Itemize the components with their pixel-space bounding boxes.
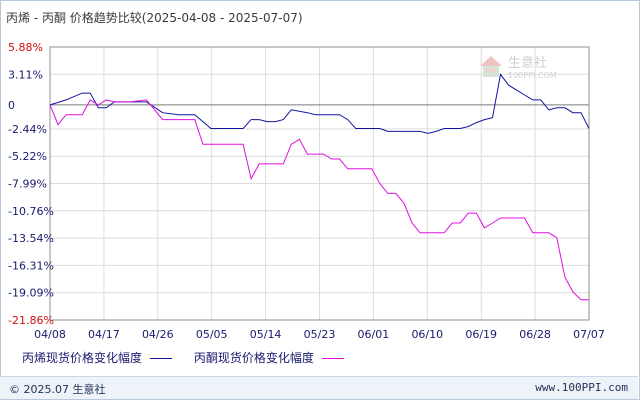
y-tick-label: -2.44% <box>8 123 47 136</box>
series-layer <box>49 73 590 301</box>
axis-layer <box>49 46 590 321</box>
series-line-propylene <box>49 73 590 134</box>
watermark-text: 生意社 <box>508 55 547 71</box>
legend-label-propylene: 丙烯现货价格变化幅度 <box>22 351 143 365</box>
grid-layer <box>50 46 589 321</box>
legend: 丙烯现货价格变化幅度 丙酮现货价格变化幅度 <box>22 349 362 366</box>
y-tick-label: -13.54% <box>8 232 54 245</box>
y-tick-label: -10.76% <box>8 205 54 218</box>
plot-area-border <box>49 46 590 321</box>
x-tick-label: 05/05 <box>196 328 228 341</box>
legend-label-acetone: 丙酮现货价格变化幅度 <box>193 351 314 365</box>
y-tick-label: -19.09% <box>8 287 54 300</box>
watermark-subtext: 100PPI.COM <box>508 71 557 80</box>
y-tick-label: -16.31% <box>8 259 54 272</box>
footer-bar: © 2025.07 生意社 www.100PPI.com <box>0 376 638 399</box>
x-tick-label: 06/28 <box>519 328 551 341</box>
site-link[interactable]: www.100PPI.com <box>535 381 628 394</box>
series-line-acetone <box>49 99 589 301</box>
y-tick-label: 5.88% <box>8 41 43 54</box>
x-tick-label: 06/01 <box>358 328 390 341</box>
x-tick-label: 05/14 <box>250 328 282 341</box>
label-layer: 04/08 04/17 04/26 05/05 05/14 05/23 06/01 06/10… <box>8 41 605 341</box>
x-tick-label: 04/08 <box>34 328 66 341</box>
legend-line-propylene <box>150 358 173 359</box>
y-tick-label: -7.99% <box>8 178 47 191</box>
house-logo-icon: 生意社 100PPI.COM <box>480 55 557 80</box>
y-tick-label: -5.22% <box>8 150 47 163</box>
copyright-text: © 2025.07 生意社 <box>9 383 106 396</box>
legend-line-acetone <box>321 358 344 359</box>
y-tick-label: -21.86% <box>8 314 54 327</box>
x-tick-label: 06/19 <box>465 328 497 341</box>
legend-item-acetone: 丙酮现货价格变化幅度 <box>194 349 344 366</box>
x-tick-label: 04/17 <box>88 328 120 341</box>
y-tick-label: 3.11% <box>8 68 43 81</box>
x-tick-label: 04/26 <box>142 328 174 341</box>
x-tick-label: 06/10 <box>411 328 443 341</box>
chart-title: 丙烯 - 丙酮 价格趋势比较(2025-04-08 - 2025-07-07) <box>6 11 303 25</box>
legend-item-propylene: 丙烯现货价格变化幅度 <box>22 349 173 366</box>
y-tick-label: 0 <box>8 99 15 112</box>
watermark-logo: 生意社 100PPI.COM <box>478 52 576 80</box>
x-tick-label: 05/23 <box>304 328 336 341</box>
x-tick-label: 07/07 <box>573 328 605 341</box>
